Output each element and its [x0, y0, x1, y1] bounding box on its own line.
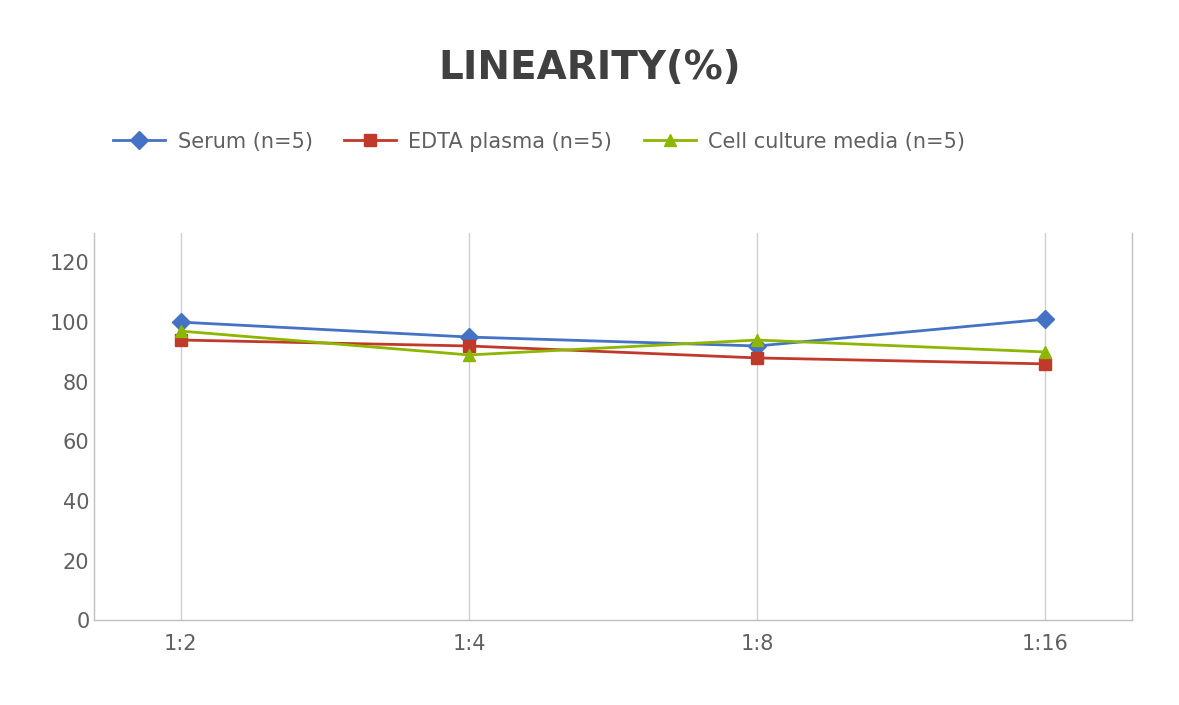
Cell culture media (n=5) — [750, 336, 764, 344]
Serum (n=5) — [750, 342, 764, 350]
EDTA plasma (n=5) — [750, 354, 764, 362]
EDTA plasma (n=5) — [1039, 360, 1053, 368]
Cell culture media (n=5) — [173, 327, 187, 336]
Cell culture media (n=5) — [462, 350, 476, 359]
EDTA plasma (n=5) — [173, 336, 187, 344]
Serum (n=5) — [1039, 315, 1053, 324]
Line: Serum (n=5): Serum (n=5) — [174, 313, 1052, 352]
Text: LINEARITY(%): LINEARITY(%) — [439, 49, 740, 87]
Legend: Serum (n=5), EDTA plasma (n=5), Cell culture media (n=5): Serum (n=5), EDTA plasma (n=5), Cell cul… — [105, 123, 974, 160]
Serum (n=5) — [462, 333, 476, 341]
Serum (n=5) — [173, 318, 187, 326]
Cell culture media (n=5) — [1039, 348, 1053, 356]
Line: Cell culture media (n=5): Cell culture media (n=5) — [174, 325, 1052, 361]
Line: EDTA plasma (n=5): EDTA plasma (n=5) — [174, 333, 1052, 370]
EDTA plasma (n=5) — [462, 342, 476, 350]
